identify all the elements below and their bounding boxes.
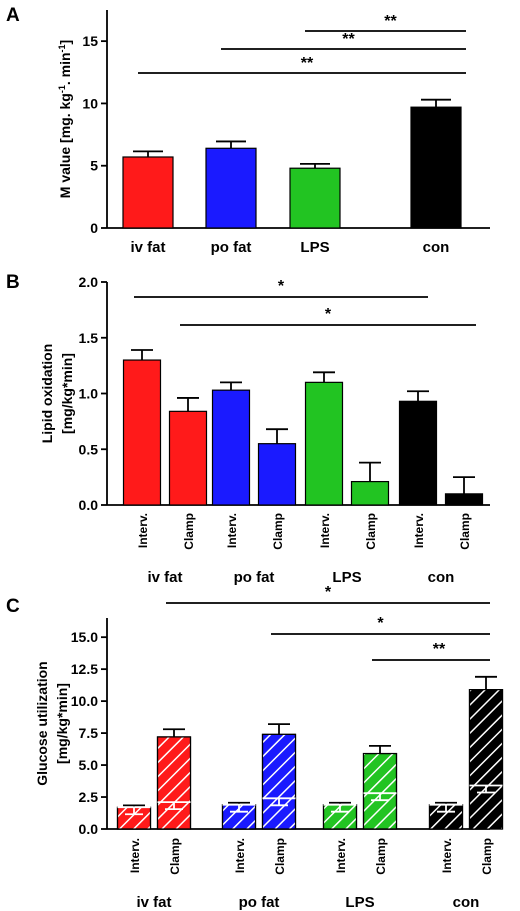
- bar-LPS-Interv: [304, 381, 344, 506]
- bar-con: [410, 106, 462, 229]
- y-tick-label: 15: [82, 33, 98, 49]
- category-label: iv fat: [147, 569, 182, 586]
- y-label-part: M value [mg. kg: [57, 93, 73, 198]
- y-tick-label: 0.0: [79, 821, 99, 837]
- y-tick-label: 5: [90, 158, 98, 174]
- sub-category-label: Clamp: [374, 838, 388, 875]
- y-tick-label: 10: [82, 95, 98, 111]
- bar-iv-fat-Clamp: [168, 410, 208, 506]
- category-label: LPS: [300, 239, 329, 256]
- sub-category-label: Interv.: [440, 838, 454, 873]
- category-label: LPS: [345, 894, 374, 911]
- y-label-part: ]: [57, 40, 73, 45]
- sub-category-label: Clamp: [458, 513, 472, 550]
- panel-c: C 0.0 2.5 5.0 7.5 10.0 12.5 15.0 Glucose utiliza…: [6, 584, 504, 911]
- significance-label: **: [384, 13, 397, 30]
- y-tick-label: 12.5: [71, 661, 98, 677]
- sub-category-label: Interv.: [225, 513, 239, 548]
- category-label: con: [428, 569, 455, 586]
- category-label: LPS: [332, 569, 361, 586]
- y-tick-label: 2.0: [79, 274, 99, 290]
- bar-po-fat-Clamp: [257, 443, 297, 506]
- bar-iv-fat: [122, 156, 174, 229]
- bar-po-fat-Interv: [211, 389, 251, 506]
- y-tick-label: 1.5: [79, 330, 99, 346]
- bar-iv-fat-Interv: [122, 359, 162, 506]
- y-axis-label: M value [mg. kg-1. min-1]: [57, 40, 73, 198]
- bar-con-Clamp: [444, 493, 484, 506]
- bar-po-fat: [205, 147, 257, 229]
- sub-category-label: Interv.: [318, 513, 332, 548]
- bar-po-fat-Clamp-hatch: [261, 733, 297, 830]
- category-label: po fat: [234, 569, 275, 586]
- sub-category-label: Interv.: [233, 838, 247, 873]
- sub-category-label: Clamp: [364, 513, 378, 550]
- significance-label: *: [377, 615, 384, 632]
- sub-category-label: Interv.: [334, 838, 348, 873]
- y-tick-label: 1.0: [79, 386, 99, 402]
- sub-category-label: Clamp: [273, 838, 287, 875]
- significance-label: *: [325, 306, 332, 323]
- y-tick-label: 2.5: [79, 789, 99, 805]
- y-axis-label: Glucose utilization: [34, 661, 50, 785]
- y-axis-label-unit: [mg/kg*min]: [54, 683, 70, 764]
- significance-label: **: [342, 31, 355, 48]
- y-axis-label: Lipid oxidation: [39, 344, 55, 444]
- y-tick-label: 10.0: [71, 693, 98, 709]
- bar-LPS-Clamp: [350, 480, 390, 506]
- y-tick-label: 0.0: [79, 497, 99, 513]
- significance-label: *: [278, 278, 285, 295]
- bar-con-Interv: [398, 400, 438, 506]
- bar-con-Clamp-hatch: [468, 689, 504, 830]
- sub-category-label: Clamp: [271, 513, 285, 550]
- sub-category-label: Interv.: [412, 513, 426, 548]
- category-label: po fat: [211, 239, 252, 256]
- y-tick-label: 5.0: [79, 757, 99, 773]
- y-tick-label: 0.5: [79, 441, 99, 457]
- category-label: po fat: [239, 894, 280, 911]
- y-label-part: . min: [57, 52, 73, 85]
- sub-category-label: Clamp: [168, 838, 182, 875]
- panel-letter: B: [6, 272, 20, 293]
- bar-LPS: [289, 167, 341, 229]
- y-label-superscript: -1: [57, 85, 67, 93]
- bar-iv-fat-Clamp-hatch: [156, 736, 192, 830]
- sub-category-label: Clamp: [182, 513, 196, 550]
- category-label: con: [453, 894, 480, 911]
- y-tick-label: 0: [90, 220, 98, 236]
- sub-category-label: Interv.: [128, 838, 142, 873]
- significance-label: **: [301, 55, 314, 72]
- panel-letter: A: [6, 5, 20, 26]
- y-axis-label-unit: [mg/kg*min]: [59, 353, 75, 434]
- y-tick-label: 15.0: [71, 629, 98, 645]
- category-label: iv fat: [136, 894, 171, 911]
- category-label: iv fat: [130, 239, 165, 256]
- panel-b: B 0.0 0.5 1.0 1.5 2.0 Lipid oxidation [mg/kg*mi…: [6, 272, 490, 586]
- panel-letter: C: [6, 596, 20, 617]
- sub-category-label: Interv.: [136, 513, 150, 548]
- category-label: con: [423, 239, 450, 256]
- bar-LPS-Clamp-hatch: [362, 752, 398, 830]
- significance-label: **: [433, 641, 446, 658]
- significance-label: *: [325, 584, 332, 601]
- y-label-superscript: -1: [57, 44, 67, 52]
- y-tick-label: 7.5: [79, 725, 99, 741]
- sub-category-label: Clamp: [480, 838, 494, 875]
